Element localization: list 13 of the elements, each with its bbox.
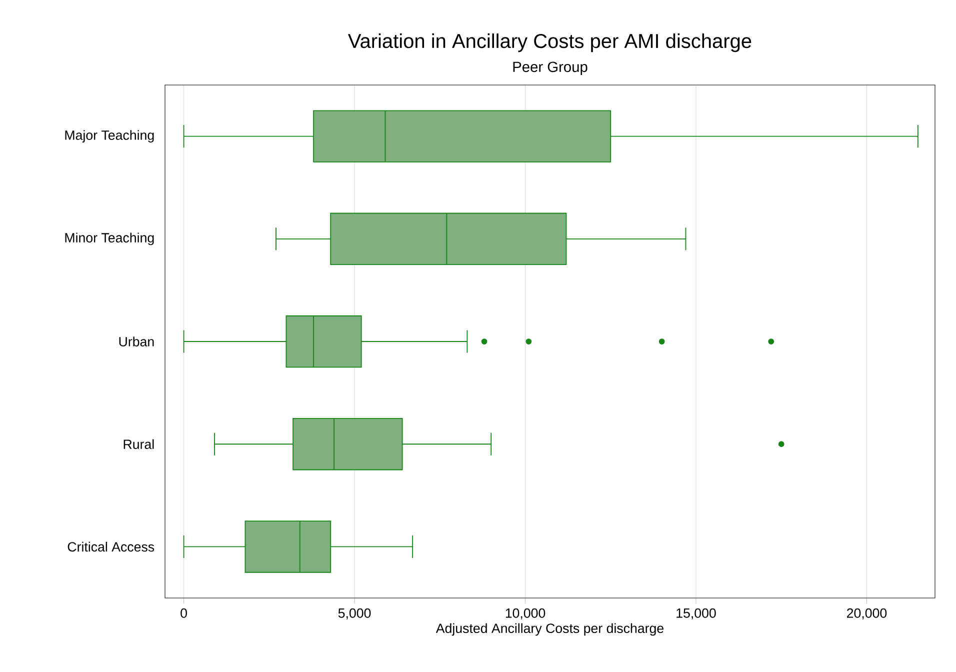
x-tick-label: 0	[180, 608, 187, 618]
x-tick-label: 10,000	[506, 608, 546, 620]
x-tick-label: 20,000	[846, 608, 887, 620]
x-tick-label: 5,000	[338, 608, 371, 620]
y-tick-label: Critical Access	[68, 542, 154, 552]
x-axis-title: Adjusted Ancillary Costs per discharge	[436, 623, 664, 636]
x-tick-label: 15,000	[676, 608, 716, 620]
y-tick-label: Minor Teaching	[65, 232, 154, 246]
y-tick-label: Urban	[119, 336, 154, 346]
y-tick-label: Major Teaching	[65, 130, 154, 143]
y-tick-label: Rural	[124, 439, 154, 449]
chart-title: Variation in Ancillary Costs per AMI discharge	[348, 33, 752, 52]
chart-subtitle: Peer Group	[513, 62, 588, 75]
